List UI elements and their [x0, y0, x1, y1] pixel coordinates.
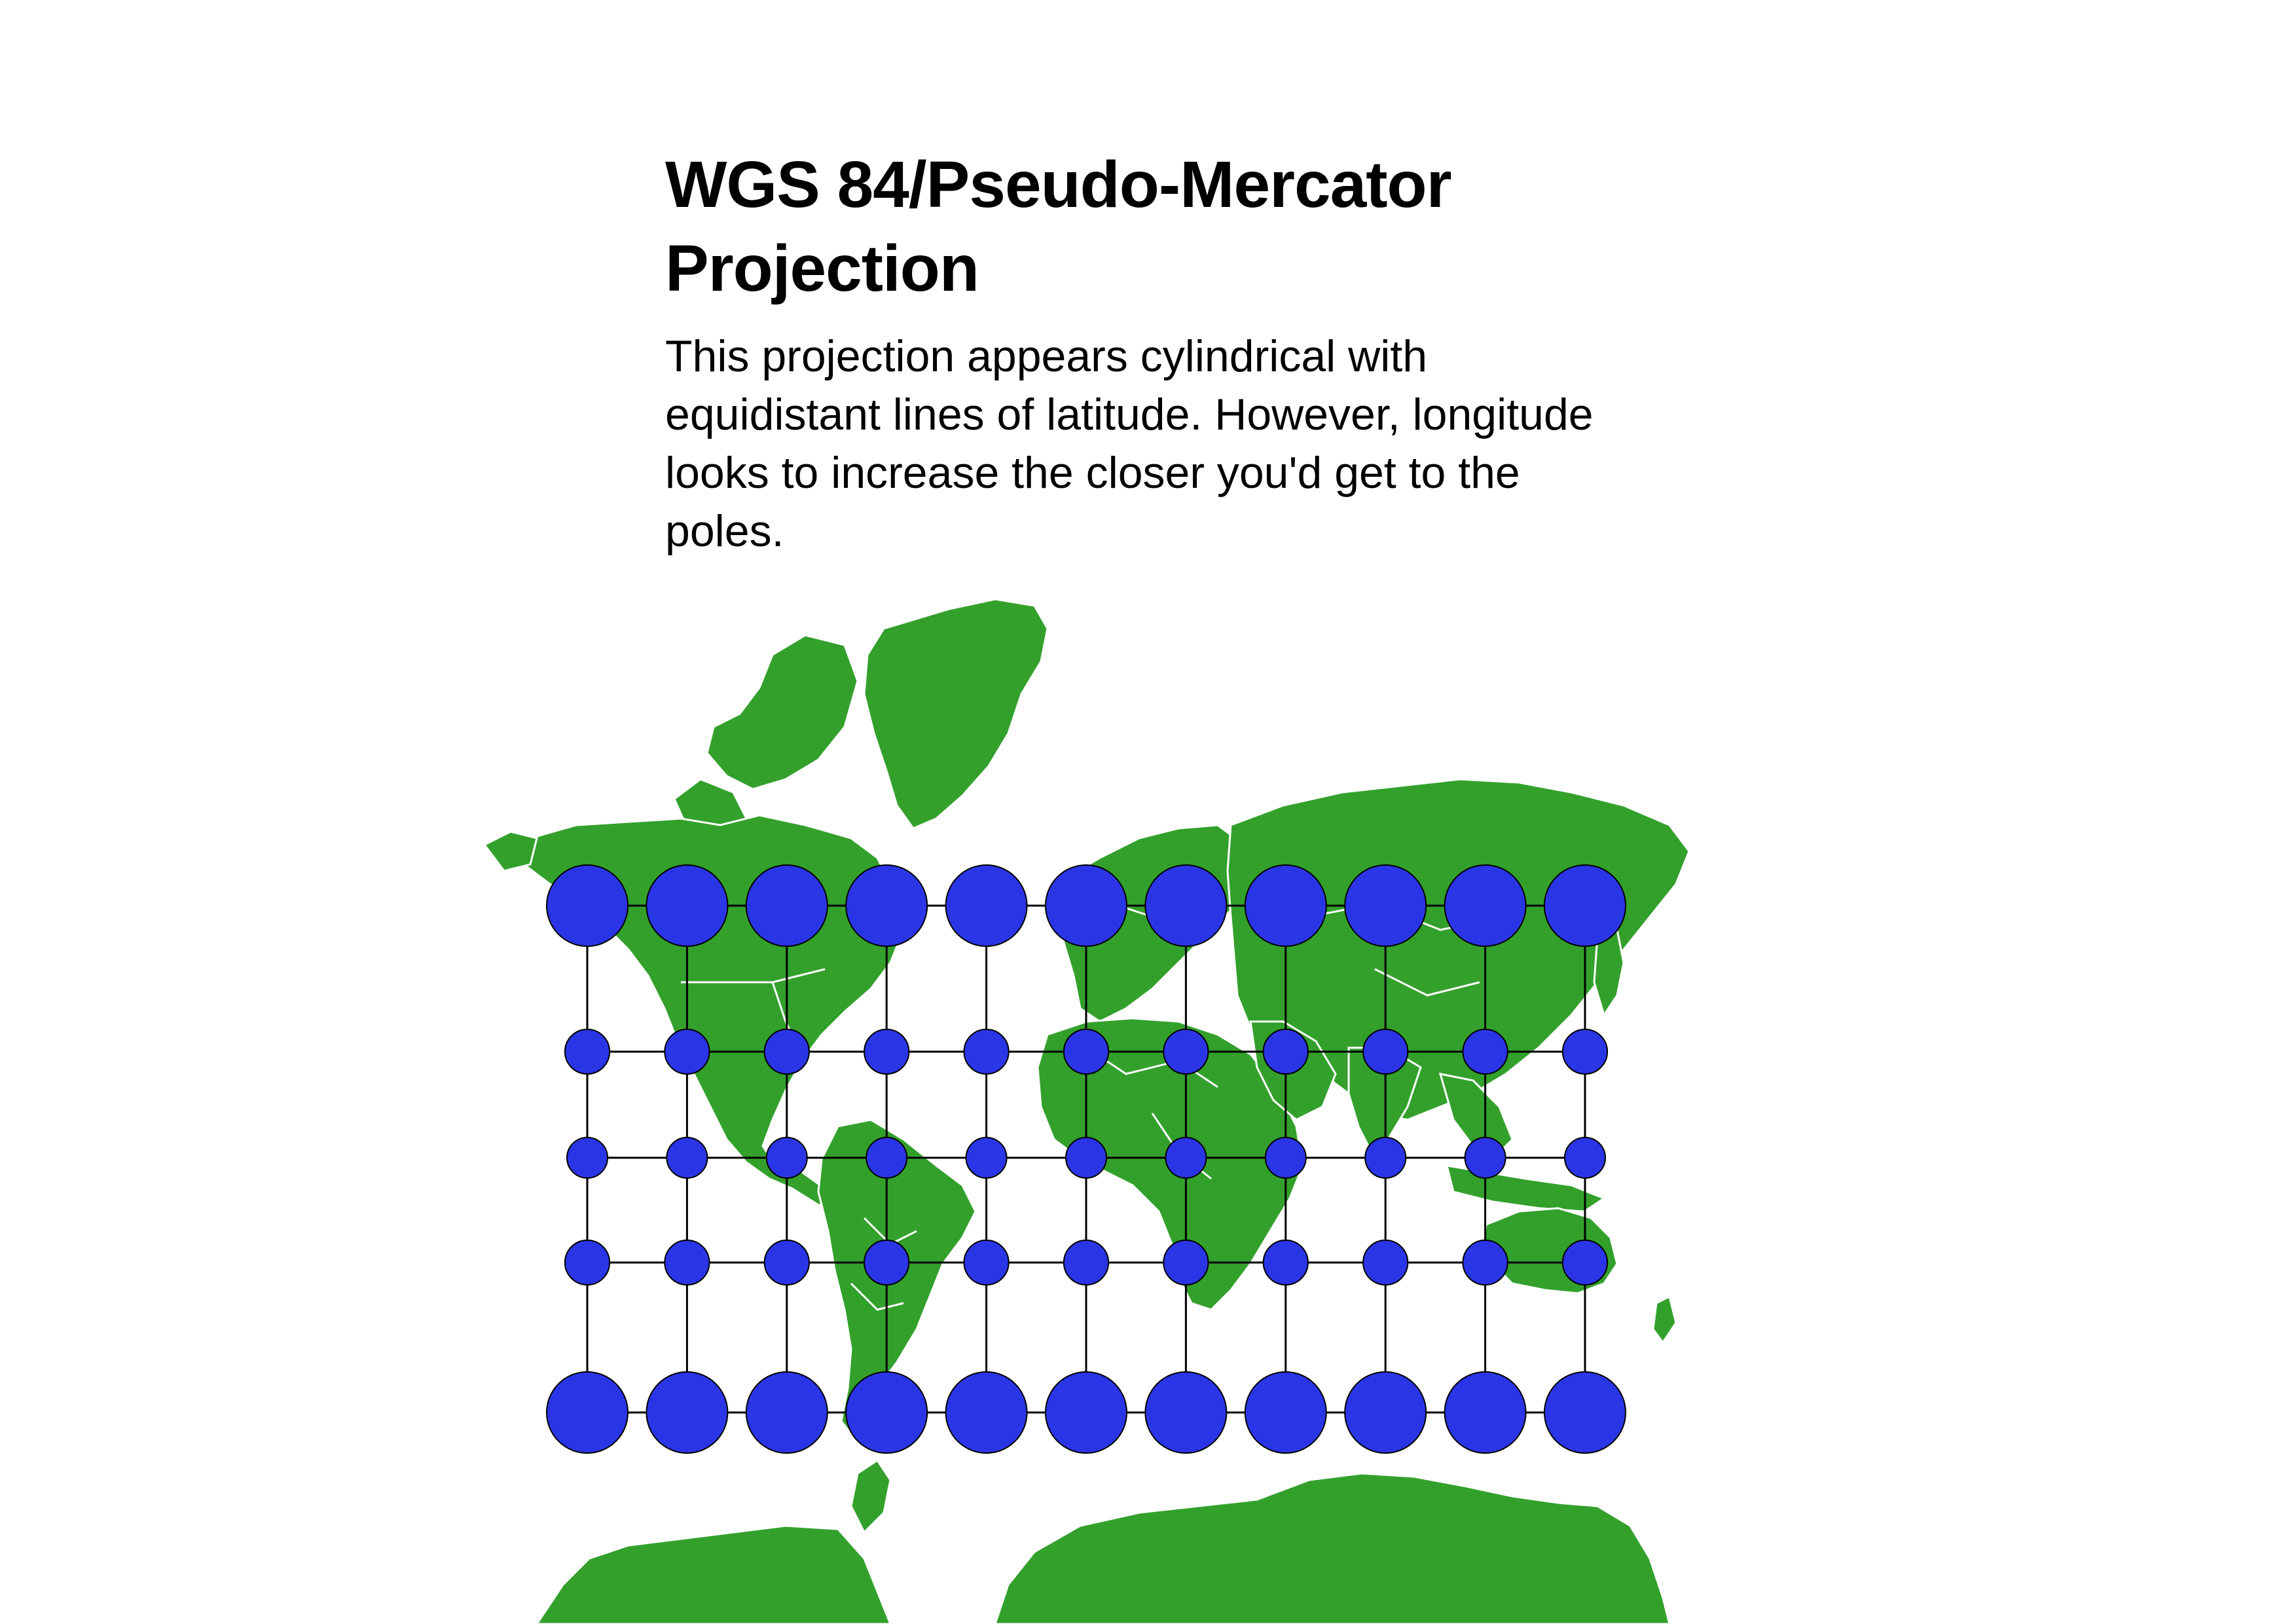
tissot-indicatrix-circle — [864, 1239, 910, 1286]
tissot-indicatrix-circle — [564, 1028, 611, 1075]
tissot-indicatrix-circle — [963, 1028, 1010, 1075]
tissot-indicatrix-circle — [1444, 864, 1527, 947]
tissot-indicatrix-circle — [1262, 1028, 1309, 1075]
tissot-indicatrix-circle — [666, 1137, 708, 1179]
tissot-indicatrix-circle — [864, 1028, 910, 1075]
tissot-indicatrix-circle — [1244, 864, 1327, 947]
tissot-indicatrix-circle — [845, 864, 928, 947]
tissot-indicatrix-circle — [1163, 1028, 1209, 1075]
tissot-indicatrix-circle — [745, 864, 828, 947]
tissot-indicatrix-circle — [1163, 1239, 1209, 1286]
tissot-indicatrix-circle — [945, 864, 1028, 947]
tissot-indicatrix-circle — [1564, 1137, 1606, 1179]
country-border — [1374, 968, 1480, 997]
antarctica-peninsula-landmass — [850, 1458, 892, 1534]
tissot-indicatrix-circle — [1165, 1137, 1207, 1179]
tissot-indicatrix-circle — [1344, 864, 1427, 947]
tissot-indicatrix-circle — [1362, 1239, 1409, 1286]
tissot-indicatrix-circle — [1544, 864, 1626, 947]
tissot-indicatrix-circle — [546, 864, 629, 947]
tissot-indicatrix-layer — [546, 864, 1626, 1454]
tissot-indicatrix-circle — [1045, 864, 1127, 947]
tissot-indicatrix-circle — [566, 1137, 608, 1179]
tissot-indicatrix-circle — [1065, 1137, 1107, 1179]
page-description: This projection appears cylindrical with… — [665, 331, 1594, 556]
greenland-landmass — [863, 598, 1049, 830]
country-border — [850, 1282, 904, 1311]
alaska-landmass — [483, 830, 538, 872]
tissot-indicatrix-circle — [664, 1028, 710, 1075]
tissot-indicatrix-circle — [1063, 1028, 1110, 1075]
tissot-indicatrix-circle — [945, 1371, 1028, 1454]
tissot-indicatrix-circle — [1561, 1028, 1609, 1075]
tissot-indicatrix-circle — [763, 1028, 810, 1075]
tissot-indicatrix-circle — [845, 1371, 928, 1454]
tissot-indicatrix-circle — [646, 864, 729, 947]
tissot-indicatrix-circle — [1264, 1137, 1307, 1179]
tissot-indicatrix-circle — [763, 1239, 810, 1286]
tissot-indicatrix-circle — [1144, 1371, 1228, 1454]
tissot-indicatrix-circle — [963, 1239, 1010, 1286]
tissot-indicatrix-circle — [745, 1371, 828, 1454]
tissot-indicatrix-circle — [1362, 1028, 1409, 1075]
tissot-indicatrix-circle — [1444, 1371, 1527, 1454]
new-zealand-landmass — [1652, 1295, 1677, 1344]
tissot-indicatrix-circle — [546, 1371, 629, 1454]
tissot-indicatrix-circle — [1344, 1371, 1427, 1454]
tissot-indicatrix-circle — [1544, 1371, 1626, 1454]
tissot-indicatrix-circle — [646, 1371, 729, 1454]
tissot-indicatrix-circle — [564, 1239, 611, 1286]
antarctica-landmass — [536, 1524, 892, 1624]
tissot-indicatrix-circle — [1063, 1239, 1110, 1286]
tissot-indicatrix-circle — [765, 1137, 808, 1179]
tissot-indicatrix-circle — [1244, 1371, 1327, 1454]
tissot-indicatrix-circle — [1561, 1239, 1609, 1286]
tissot-indicatrix-circle — [1045, 1371, 1127, 1454]
tissot-indicatrix-circle — [1364, 1137, 1407, 1179]
tissot-indicatrix-circle — [1144, 864, 1228, 947]
tissot-indicatrix-circle — [1464, 1137, 1506, 1179]
tissot-indicatrix-circle — [664, 1239, 710, 1286]
arctic-islands-landmass — [706, 634, 859, 790]
tissot-indicatrix-circle — [1262, 1239, 1309, 1286]
tissot-indicatrix-circle — [965, 1137, 1008, 1179]
antarctica-landmass-2 — [994, 1472, 1671, 1624]
page-title: WGS 84/Pseudo-Mercator Projection — [665, 148, 1452, 305]
tissot-indicatrix-circle — [1462, 1028, 1508, 1075]
tissot-indicatrix-circle — [866, 1137, 908, 1179]
tissot-indicatrix-circle — [1462, 1239, 1508, 1286]
